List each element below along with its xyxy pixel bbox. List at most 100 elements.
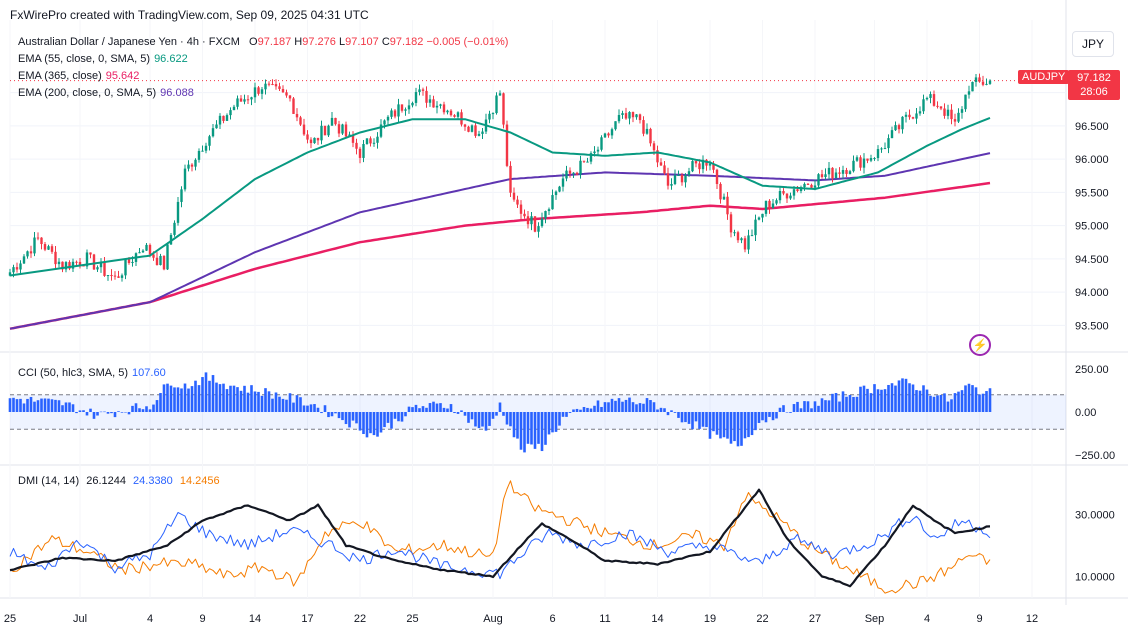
candle-body xyxy=(432,99,435,108)
cci-histogram-bar xyxy=(138,408,141,412)
cci-histogram-bar xyxy=(978,394,981,412)
candle-body xyxy=(113,275,117,277)
cci-histogram-bar xyxy=(659,407,663,412)
candle-body xyxy=(120,275,124,278)
cci-histogram-bar xyxy=(369,412,372,434)
cci-histogram-bar xyxy=(449,404,453,412)
candle-body xyxy=(355,142,358,149)
time-tick-label: 4 xyxy=(147,613,153,625)
cci-histogram-bar xyxy=(964,385,967,412)
ema365-value: 95.642 xyxy=(105,70,140,82)
cci-histogram-bar xyxy=(33,401,36,412)
cci-histogram-bar xyxy=(446,408,449,412)
candle-body xyxy=(743,238,747,250)
candle-body xyxy=(463,124,467,127)
cci-histogram-bar xyxy=(379,412,383,433)
time-tick-label: 12 xyxy=(1026,613,1038,625)
cci-histogram-bar xyxy=(768,412,771,417)
candle-body xyxy=(320,125,323,141)
lightning-icon[interactable]: ⚡ xyxy=(969,334,991,356)
ema-200-path xyxy=(9,152,991,330)
cci-histogram-bar xyxy=(236,387,239,412)
cci-histogram-bar xyxy=(183,383,187,412)
time-tick-label: Sep xyxy=(865,613,885,625)
cci-histogram-bar xyxy=(477,412,481,429)
cci-histogram-bar xyxy=(344,412,348,425)
candle-body xyxy=(778,191,782,201)
cci-histogram-bar xyxy=(946,401,950,412)
price-tick-label: 94.000 xyxy=(1075,287,1109,299)
cci-tick-label: 0.00 xyxy=(1075,407,1096,419)
candle-body xyxy=(173,222,176,235)
cci-histogram-bar xyxy=(831,393,834,412)
cci-histogram-bar xyxy=(722,412,726,438)
candle-body xyxy=(166,244,169,270)
cci-histogram-bar xyxy=(579,409,582,412)
cci-histogram-bar xyxy=(838,401,841,412)
candle-body xyxy=(789,195,792,199)
cci-histogram-bar xyxy=(845,396,848,412)
candle-body xyxy=(512,192,516,200)
cci-histogram-bar xyxy=(78,410,82,412)
cci-histogram-bar xyxy=(565,412,568,417)
time-tick-label: 9 xyxy=(199,613,205,625)
minus-di-line xyxy=(9,480,991,594)
cci-histogram-bar xyxy=(309,404,313,412)
candle-body xyxy=(253,87,257,98)
cci-histogram-bar xyxy=(778,407,782,412)
close-label: C xyxy=(381,36,390,48)
cci-histogram-bar xyxy=(813,401,817,412)
cci-histogram-bar xyxy=(281,398,285,412)
cci-histogram-bar xyxy=(103,411,106,413)
cci-histogram-bar xyxy=(624,399,628,412)
candle-body xyxy=(351,134,355,143)
candle-body xyxy=(614,121,617,130)
candle-body xyxy=(334,117,337,125)
candle-body xyxy=(145,244,148,251)
candle-body xyxy=(551,195,554,210)
cci-histogram-bar xyxy=(358,412,362,431)
cci-histogram-bar xyxy=(943,393,946,412)
candle-body xyxy=(561,178,565,187)
cci-histogram-bar xyxy=(222,383,225,412)
candle-body xyxy=(138,252,141,254)
cci-histogram-bar xyxy=(351,412,355,421)
candle-body xyxy=(498,93,502,96)
cci-histogram-bar xyxy=(453,412,456,414)
candle-body xyxy=(453,115,456,117)
cci-histogram-bar xyxy=(775,412,778,419)
candle-body xyxy=(841,170,845,174)
cci-histogram-bar xyxy=(540,412,544,452)
candle-body xyxy=(99,262,103,268)
cci-histogram-bar xyxy=(719,412,722,439)
cci-histogram-bar xyxy=(334,412,337,414)
candle-body xyxy=(694,161,698,164)
candle-body xyxy=(544,211,547,219)
cci-histogram-bar xyxy=(313,404,316,412)
candle-body xyxy=(397,104,400,117)
cci-histogram-bar xyxy=(628,397,631,412)
candle-body xyxy=(449,110,453,116)
cci-histogram-bar xyxy=(362,412,365,435)
cci-histogram-bar xyxy=(421,406,425,412)
candle-body xyxy=(488,113,491,120)
cci-histogram-bar xyxy=(243,385,246,412)
candle-body xyxy=(631,112,635,118)
change-value: −0.005 (−0.01%) xyxy=(426,36,509,48)
candle-body xyxy=(792,189,796,196)
cci-histogram-bar xyxy=(407,406,411,412)
candle-body xyxy=(337,124,341,134)
candle-body xyxy=(92,254,96,270)
cci-histogram-bar xyxy=(953,393,957,412)
candle-body xyxy=(747,235,750,250)
currency-button[interactable]: JPY xyxy=(1072,31,1114,57)
cci-histogram-bar xyxy=(197,385,201,412)
candle-body xyxy=(43,244,47,250)
time-tick-label: 14 xyxy=(249,613,261,625)
candle-body xyxy=(323,125,327,136)
candle-body xyxy=(407,105,411,110)
cci-histogram-bar xyxy=(971,385,974,412)
cci-histogram-bar xyxy=(204,372,208,412)
candle-body xyxy=(659,162,663,166)
